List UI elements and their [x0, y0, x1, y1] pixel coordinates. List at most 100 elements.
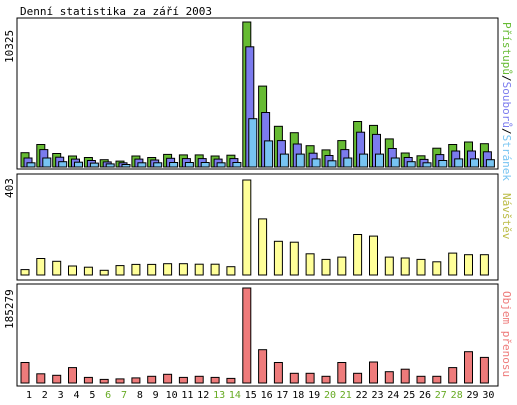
stranek-bar [390, 157, 400, 168]
panel-visits-frame [16, 173, 499, 281]
hits-legend: Přístupů/Souborů/Stránek [500, 22, 513, 181]
day-label: 29 [466, 390, 478, 401]
navstev-bar [115, 265, 125, 276]
stranek-bar [26, 162, 36, 168]
navstev-bar [369, 235, 378, 276]
day-label: 1 [26, 390, 32, 401]
navstev-bar [68, 265, 77, 276]
navstev-bar [337, 256, 347, 276]
day-label: 27 [435, 390, 447, 401]
stranek-bar [343, 157, 353, 168]
navstev-bar [36, 258, 46, 276]
objem-bar [52, 374, 62, 384]
day-label: 7 [121, 390, 127, 401]
navstev-bar [353, 234, 363, 276]
day-label: 28 [451, 390, 463, 401]
day-label: 3 [58, 390, 64, 401]
objem-bar [432, 375, 442, 384]
stranek-bar [485, 159, 495, 168]
visits-legend: Návštěv [500, 193, 513, 240]
navstev-bar [178, 263, 188, 276]
objem-bar [416, 375, 426, 384]
stranek-bar [42, 157, 52, 168]
stranek-bar [200, 162, 210, 168]
day-label: 30 [482, 390, 494, 401]
objem-bar [242, 287, 252, 384]
stranek-bar [359, 153, 369, 168]
objem-bar [178, 376, 188, 384]
navstev-bar [432, 261, 442, 276]
day-label: 20 [324, 390, 336, 401]
objem-bar [369, 361, 378, 384]
stranek-bar [169, 162, 179, 168]
stranek-bar [438, 160, 448, 168]
objem-bar [36, 373, 46, 384]
objem-bar [83, 376, 93, 384]
navstev-bar [289, 241, 299, 276]
objem-bar [448, 367, 458, 384]
visits-ymax-label: 403 [3, 178, 16, 198]
objem-bar [20, 362, 30, 384]
stranek-bar [58, 161, 68, 168]
day-label: 9 [153, 390, 159, 401]
stranek-bar [454, 158, 464, 168]
objem-bar [226, 377, 236, 384]
day-label: 13 [213, 390, 225, 401]
navstev-bar [479, 254, 489, 276]
day-label: 23 [371, 390, 383, 401]
day-label: 8 [137, 390, 143, 401]
stranek-bar [121, 164, 131, 168]
objem-bar [131, 377, 141, 384]
stranek-bar [105, 163, 115, 168]
volume-legend: Objem přenosu [500, 291, 513, 377]
chart-title: Denní statistika za září 2003 [20, 5, 212, 18]
objem-bar [479, 356, 489, 384]
day-label: 24 [387, 390, 399, 401]
objem-bar [68, 367, 77, 384]
navstev-bar [163, 263, 173, 276]
objem-bar [147, 375, 157, 384]
day-label: 12 [197, 390, 209, 401]
hits-ymax-label: 10325 [3, 30, 16, 63]
objem-bar [384, 371, 394, 384]
day-label: 21 [340, 390, 352, 401]
day-label: 22 [356, 390, 368, 401]
stranek-bar [264, 140, 274, 168]
navstev-bar [384, 256, 394, 276]
objem-bar [353, 372, 363, 384]
navstev-bar [99, 269, 109, 276]
panel-volume-frame [16, 283, 499, 387]
objem-bar [289, 372, 299, 384]
stranek-bar [74, 161, 83, 168]
day-label: 16 [261, 390, 273, 401]
volume-bars [20, 287, 489, 384]
stranek-bar [422, 162, 432, 168]
legend-stranek: Stránek [500, 135, 513, 182]
day-label: 17 [276, 390, 288, 401]
objem-bar [210, 376, 220, 384]
objem-bar [194, 375, 204, 384]
navstev-bar [464, 254, 473, 276]
stranek-bar [184, 162, 194, 168]
legend-sep-1: / [500, 75, 513, 82]
stranek-bar [470, 158, 479, 168]
legend-pristupu: Přístupů [500, 22, 513, 75]
navstev-bar [52, 260, 62, 276]
stranek-bar [295, 153, 305, 168]
objem-bar [464, 351, 473, 384]
panel-hits-frame [16, 17, 499, 170]
navstev-bar [416, 258, 426, 276]
stranek-bar [248, 118, 258, 168]
objem-bar [258, 349, 268, 384]
day-label: 19 [308, 390, 320, 401]
stranek-bar [232, 162, 242, 168]
stranek-bar [137, 162, 147, 168]
day-label: 14 [229, 390, 241, 401]
day-labels: 1 2 3 4 5 6 7 8 9 10 11 12 13 14 15 16 17 18 19 20 21 22 23 24 2… [26, 390, 494, 401]
navstev-bar [131, 263, 141, 276]
objem-bar [305, 372, 315, 384]
navstev-bar [20, 269, 30, 276]
day-label: 6 [105, 390, 111, 401]
navstev-bar [258, 218, 268, 276]
